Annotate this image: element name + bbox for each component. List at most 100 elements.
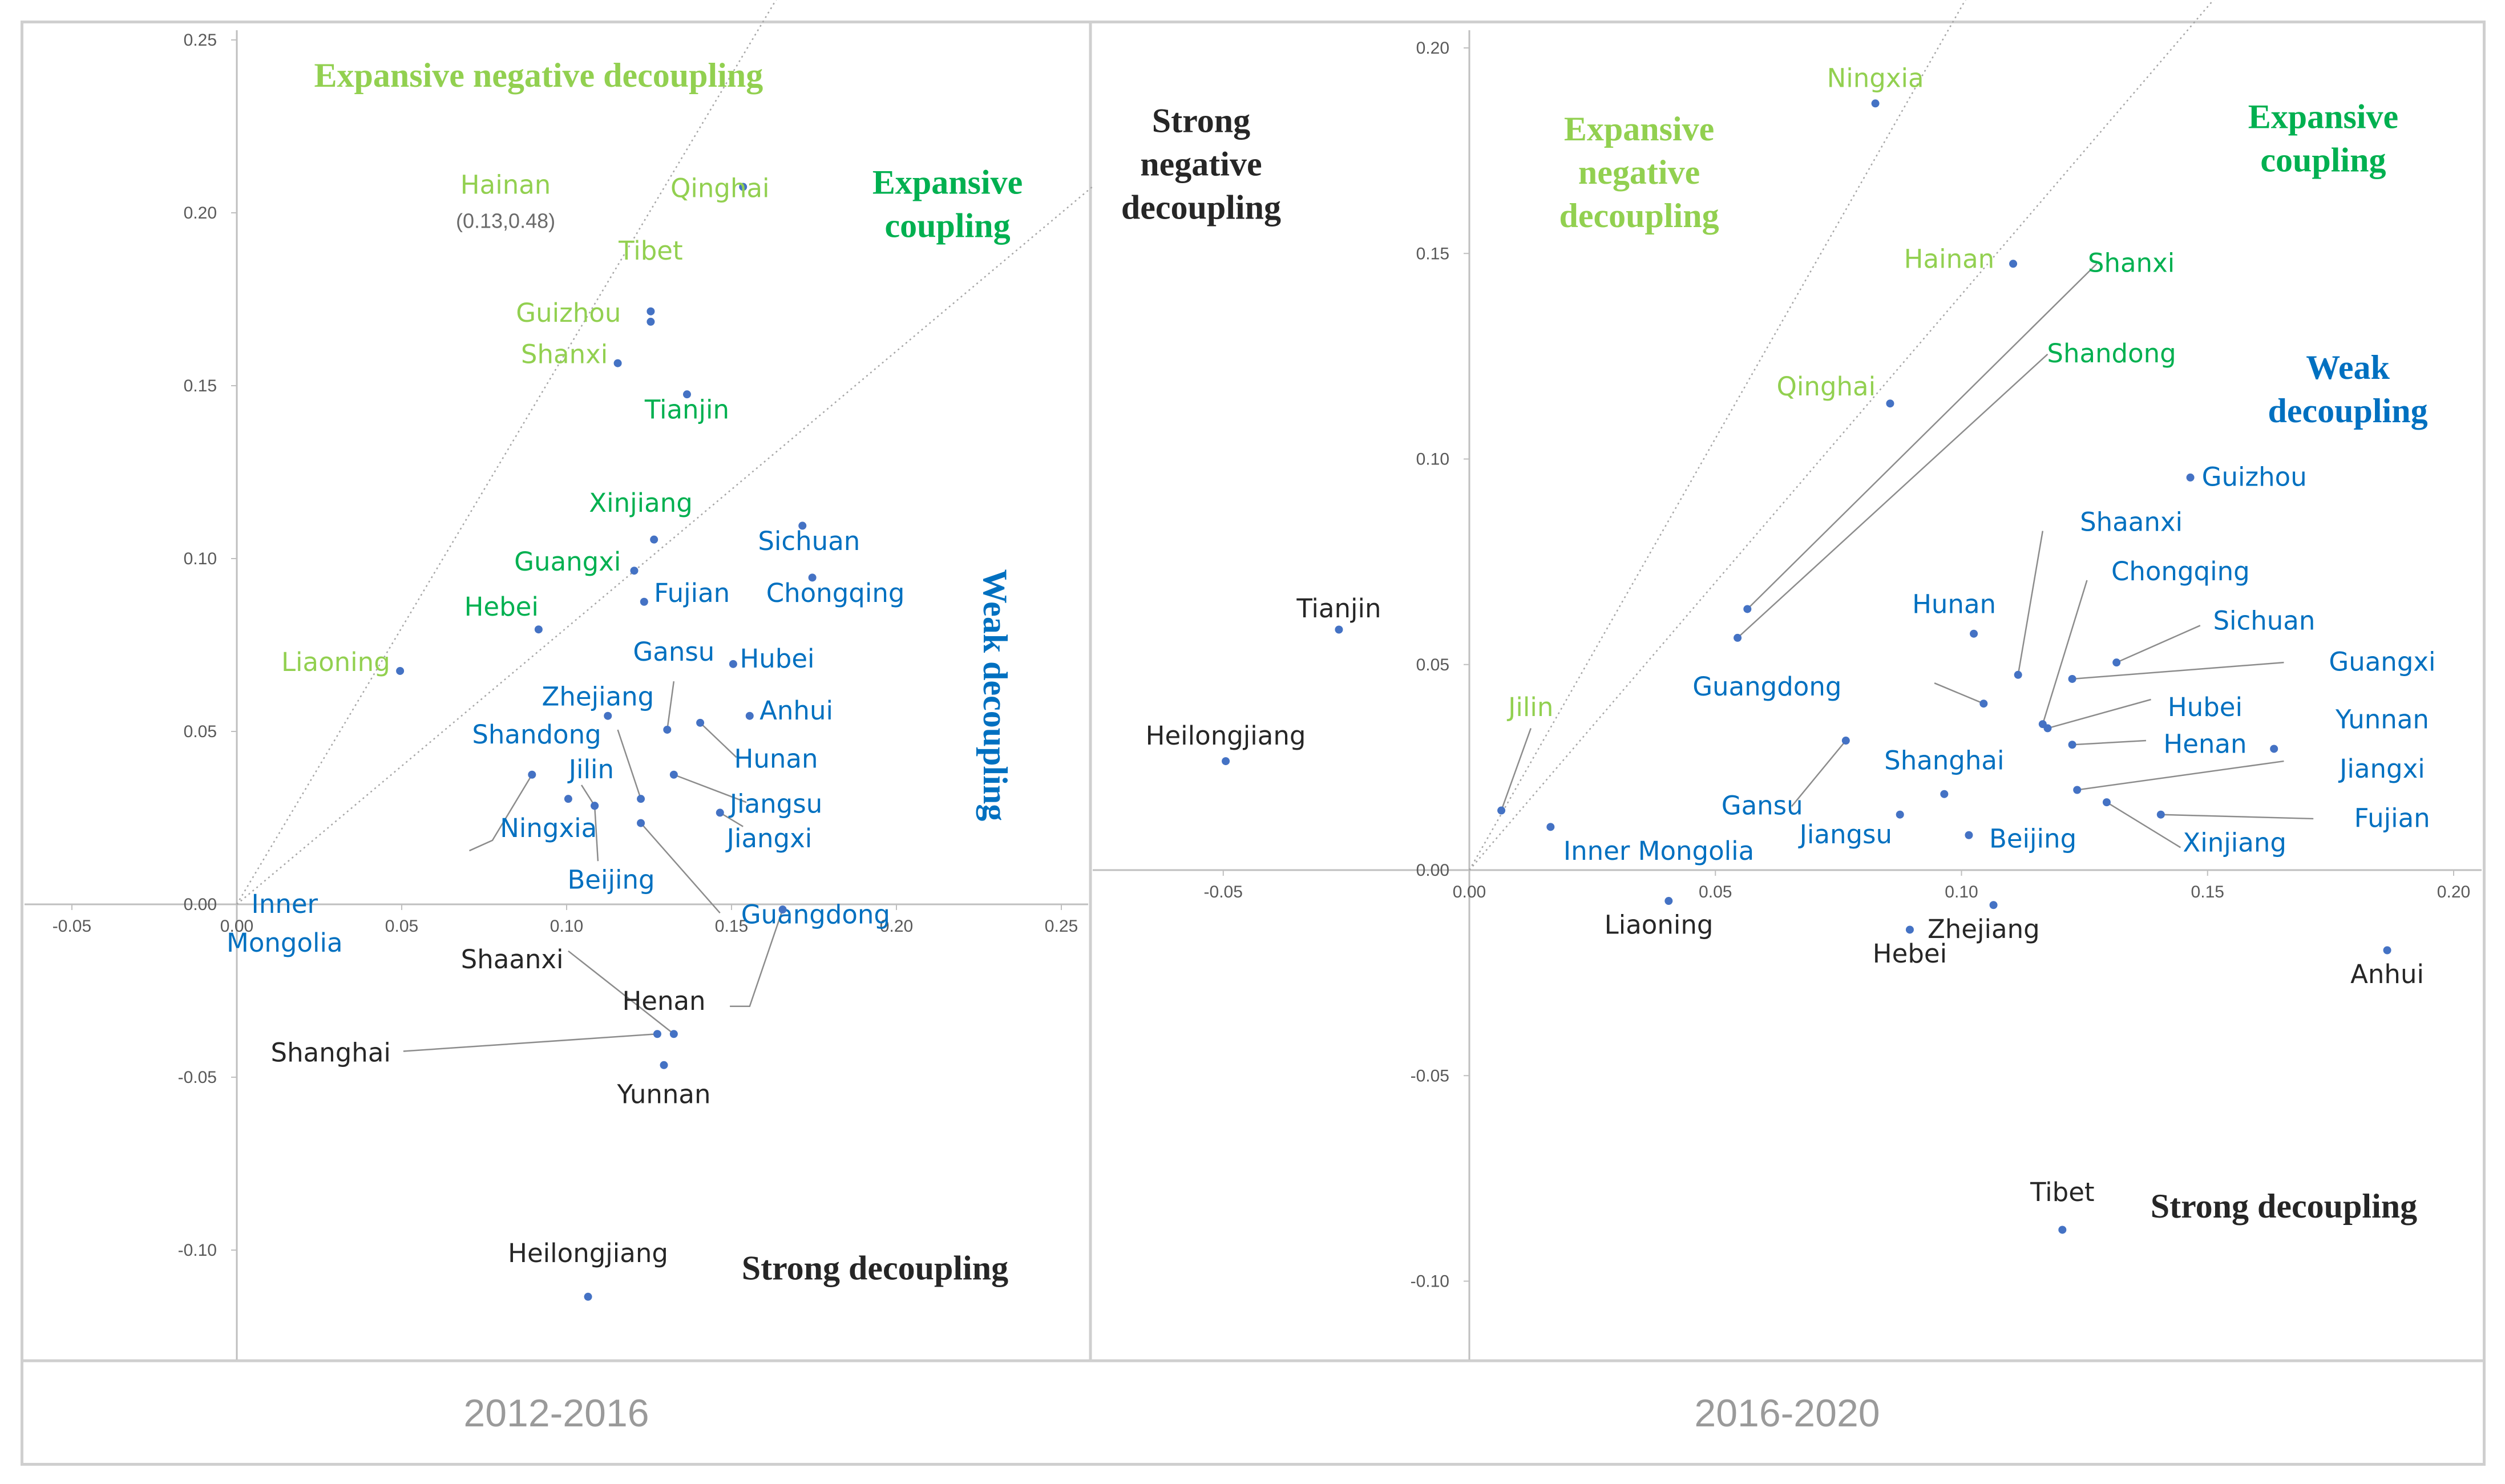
data-point (396, 666, 405, 675)
boundary-line (236, 0, 777, 905)
point-label: Shanxi (521, 339, 608, 370)
point-label: Shandong (2047, 338, 2176, 369)
point-label: Jiangxi (2338, 754, 2425, 784)
data-point (739, 183, 748, 191)
leader-line (1791, 740, 1847, 807)
point-label: Ningxia (1827, 63, 1924, 93)
period-title: 2012-2016 (463, 1392, 649, 1435)
data-point (640, 597, 648, 606)
data-point (613, 359, 622, 367)
data-point (1546, 823, 1555, 831)
point-label: Shanghai (1884, 745, 2004, 775)
data-point (682, 390, 691, 399)
leader-line (2072, 661, 2284, 680)
leader-line (1500, 728, 1532, 811)
point-label: Heilongjiang (1146, 721, 1306, 751)
y-tick-label: 0.00 (1416, 861, 1449, 880)
y-tick-label: 0.20 (184, 204, 217, 223)
data-point (663, 725, 672, 734)
point-label: Zhejiang (542, 682, 654, 712)
x-tick-label: 0.15 (2191, 883, 2224, 901)
data-point (798, 521, 807, 530)
point-label: Hebei (464, 592, 539, 622)
data-point (1886, 399, 1894, 408)
point-label: Henan (2163, 729, 2247, 759)
x-tick-label: 0.10 (1945, 883, 1978, 901)
data-point (584, 1292, 592, 1301)
region-label: Weak decoupling (976, 569, 1014, 821)
leader-line (580, 785, 596, 806)
data-point (2009, 260, 2018, 268)
point-label: Jilin (567, 754, 614, 785)
y-tick-label: 0.00 (184, 895, 217, 914)
data-point (660, 1061, 668, 1069)
leader-line (403, 1033, 658, 1052)
point-label: Shaanxi (2080, 507, 2183, 537)
data-point (653, 1030, 661, 1038)
point-label: Shandong (472, 719, 601, 750)
x-tick-label: 0.15 (715, 917, 748, 936)
x-tick-label: 0.10 (550, 917, 583, 936)
boundary-line (1468, 0, 1966, 871)
point-label: Shaanxi (461, 944, 564, 974)
point-label: Ningxia (500, 813, 597, 843)
leader-line (617, 729, 642, 799)
y-tick-label: -0.05 (178, 1068, 217, 1087)
data-point (2270, 745, 2278, 753)
point-label: Shanxi (2088, 248, 2175, 278)
point-label: Shanghai (271, 1038, 391, 1068)
data-point (591, 802, 599, 810)
chart-panel-2: -0.05 0.00 0.05 0.10 0.15 0.20 0.20 0.15 0.10 0.0… (1093, 0, 2482, 1435)
data-point (647, 317, 655, 326)
chart-panel-1: -0.05 0.00 0.05 0.10 0.15 0.20 0.25 0.25 0.20 0.1… (25, 0, 1095, 1435)
point-label: Hubei (740, 644, 814, 674)
point-label: Yunnan (617, 1079, 711, 1109)
point-label: Zhejiang (1928, 914, 2040, 944)
point-label: Xinjiang (2183, 828, 2286, 858)
point-label: Jilin (1506, 692, 1553, 722)
point-label: Sichuan (2213, 606, 2315, 636)
x-tick-label: 0.05 (1699, 883, 1732, 901)
leader-line (468, 774, 533, 852)
data-point (528, 770, 536, 779)
leader-line (640, 822, 721, 913)
boundary-line (1469, 0, 2215, 871)
point-label: Hubei (2168, 692, 2243, 722)
point-label: Anhui (2350, 959, 2424, 989)
leader-line (2077, 760, 2284, 791)
data-point (1979, 699, 1988, 708)
point-label: Gansu (633, 637, 714, 667)
data-point (1841, 737, 1850, 745)
data-point (564, 795, 572, 803)
data-point (2383, 946, 2391, 955)
point-label: Sichuan (758, 526, 860, 556)
point-label: Guangxi (514, 547, 621, 577)
data-point (2186, 473, 2195, 482)
point-label: Qinghai (1777, 371, 1876, 402)
data-point (1497, 806, 1506, 815)
point-label: Tibet (618, 236, 683, 266)
point-label: Liaoning (1605, 910, 1714, 940)
x-tick-label: 0.25 (1045, 917, 1078, 936)
data-point (2043, 724, 2052, 733)
point-label: Hunan (734, 744, 818, 774)
data-point (2068, 741, 2076, 749)
y-tick-label: -0.05 (1411, 1066, 1449, 1085)
leader-line (1737, 353, 2049, 638)
point-label: Jiangsu (728, 788, 822, 819)
point-label: Guangxi (2329, 647, 2435, 677)
point-label: Qinghai (670, 173, 770, 204)
x-tick-label: 0.20 (2437, 883, 2470, 901)
y-tick-label: 0.05 (184, 722, 217, 741)
point-label: Jiangsu (1798, 819, 1892, 850)
data-point (637, 795, 645, 803)
point-label: Fujian (654, 578, 730, 608)
data-point (630, 567, 639, 575)
point-label: Heilongjiang (508, 1238, 668, 1268)
leader-line (2047, 698, 2151, 729)
y-tick-label: 0.10 (1416, 450, 1449, 469)
y-tick-label: -0.10 (178, 1241, 217, 1260)
point-label: Tianjin (1296, 593, 1381, 624)
point-label: Guangdong (741, 899, 890, 929)
